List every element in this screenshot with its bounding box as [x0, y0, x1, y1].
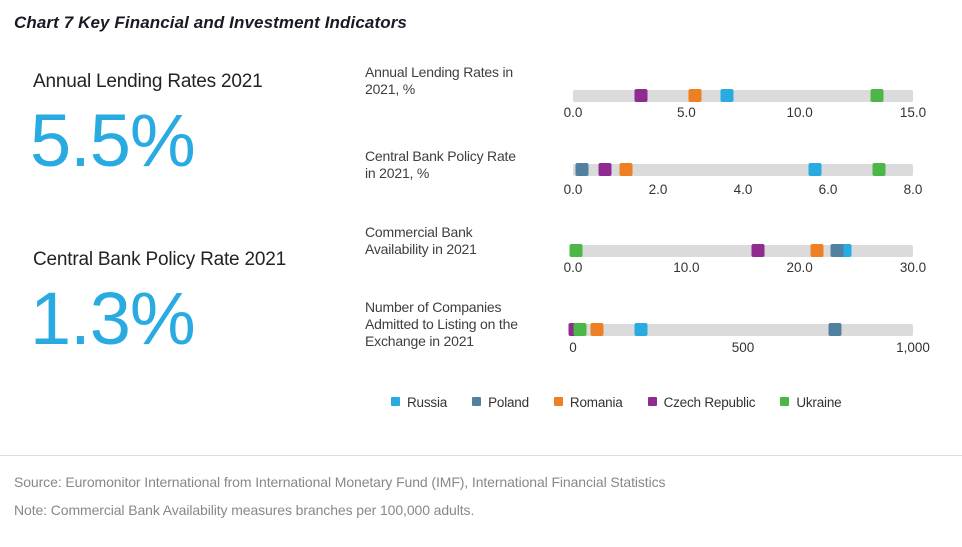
divider [0, 455, 962, 456]
marker-poland [830, 244, 844, 257]
tick-label: 30.0 [899, 260, 927, 275]
tick-label: 6.0 [818, 182, 838, 197]
callout-label-policy-rate: Central Bank Policy Rate 2021 [33, 249, 286, 270]
axis-ticks: 0.0 2.0 4.0 6.0 8.0 [564, 182, 923, 198]
legend-swatch-icon [647, 397, 657, 406]
legend-item-russia: Russia [391, 395, 447, 410]
callout-label-annual-lending: Annual Lending Rates 2021 [33, 71, 263, 92]
marker-poland [575, 163, 588, 176]
tick-label: 0.0 [563, 182, 583, 197]
tick-label: 8.0 [903, 182, 923, 197]
marker-czech-republic [634, 89, 648, 102]
callout-value-annual-lending: 5.5% [30, 99, 196, 182]
marker-ukraine [573, 323, 587, 336]
strip-track [573, 89, 913, 102]
strip-track [573, 163, 913, 176]
legend-swatch-icon [780, 397, 790, 406]
strip-label: Number of Companies Admitted to Listing o… [365, 299, 518, 349]
axis-ticks: 0 500 1,000 [569, 340, 930, 356]
legend-item-poland: Poland [472, 395, 529, 410]
tick-label: 0 [569, 340, 577, 355]
legend: Russia Poland Romania Czech Republic Ukraine [391, 395, 842, 410]
marker-russia [720, 89, 734, 102]
page-title: Chart 7 Key Financial and Investment Ind… [14, 13, 407, 32]
marker-czech-republic [751, 244, 765, 257]
tick-label: 15.0 [899, 105, 927, 120]
legend-label: Poland [488, 395, 529, 410]
legend-swatch-icon [553, 397, 563, 406]
tick-label: 1,000 [896, 340, 930, 355]
marker-romania [688, 89, 702, 102]
tick-label: 10.0 [786, 105, 813, 120]
legend-label: Romania [569, 395, 623, 410]
legend-swatch-icon [472, 397, 482, 406]
marker-ukraine [872, 163, 886, 176]
legend-swatch-icon [391, 397, 400, 406]
tick-label: 20.0 [786, 260, 813, 275]
tick-label: 0.0 [563, 260, 583, 275]
marker-poland [828, 323, 842, 336]
strip-label: Central Bank Policy Rate in 2021, % [365, 148, 516, 181]
source-text: Source: Euromonitor International from I… [14, 474, 666, 490]
strip-plots: Annual Lending Rates in 2021, % 0.0 5.0 10.0… [365, 0, 930, 430]
note-text: Note: Commercial Bank Availability measu… [14, 502, 475, 518]
tick-label: 500 [731, 340, 755, 355]
marker-ukraine [870, 89, 884, 102]
marker-russia [808, 163, 822, 176]
marker-russia [634, 323, 648, 336]
axis-ticks: 0.0 5.0 10.0 15.0 [564, 105, 927, 121]
tick-label: 2.0 [648, 182, 668, 197]
legend-item-ukraine: Ukraine [780, 395, 842, 410]
callout-value-policy-rate: 1.3% [30, 277, 196, 360]
tick-label: 5.0 [676, 105, 696, 120]
legend-item-czech-republic: Czech Republic [647, 395, 756, 410]
strip-label: Commercial Bank Availability in 2021 [365, 224, 477, 257]
tick-label: 4.0 [733, 182, 753, 197]
legend-label: Ukraine [796, 395, 842, 410]
tick-label: 10.0 [673, 260, 700, 275]
legend-label: Czech Republic [663, 395, 756, 410]
marker-czech-republic [598, 163, 612, 176]
legend-label: Russia [407, 395, 448, 410]
strip-track [569, 244, 913, 257]
legend-item-romania: Romania [553, 395, 623, 410]
tick-label: 0.0 [563, 105, 583, 120]
strip-track [568, 323, 913, 336]
strip-label: Annual Lending Rates in 2021, % [365, 64, 513, 97]
marker-ukraine [569, 244, 583, 257]
marker-romania [619, 163, 633, 176]
axis-ticks: 0.0 10.0 20.0 30.0 [564, 260, 927, 276]
marker-romania [590, 323, 604, 336]
marker-romania [810, 244, 824, 257]
